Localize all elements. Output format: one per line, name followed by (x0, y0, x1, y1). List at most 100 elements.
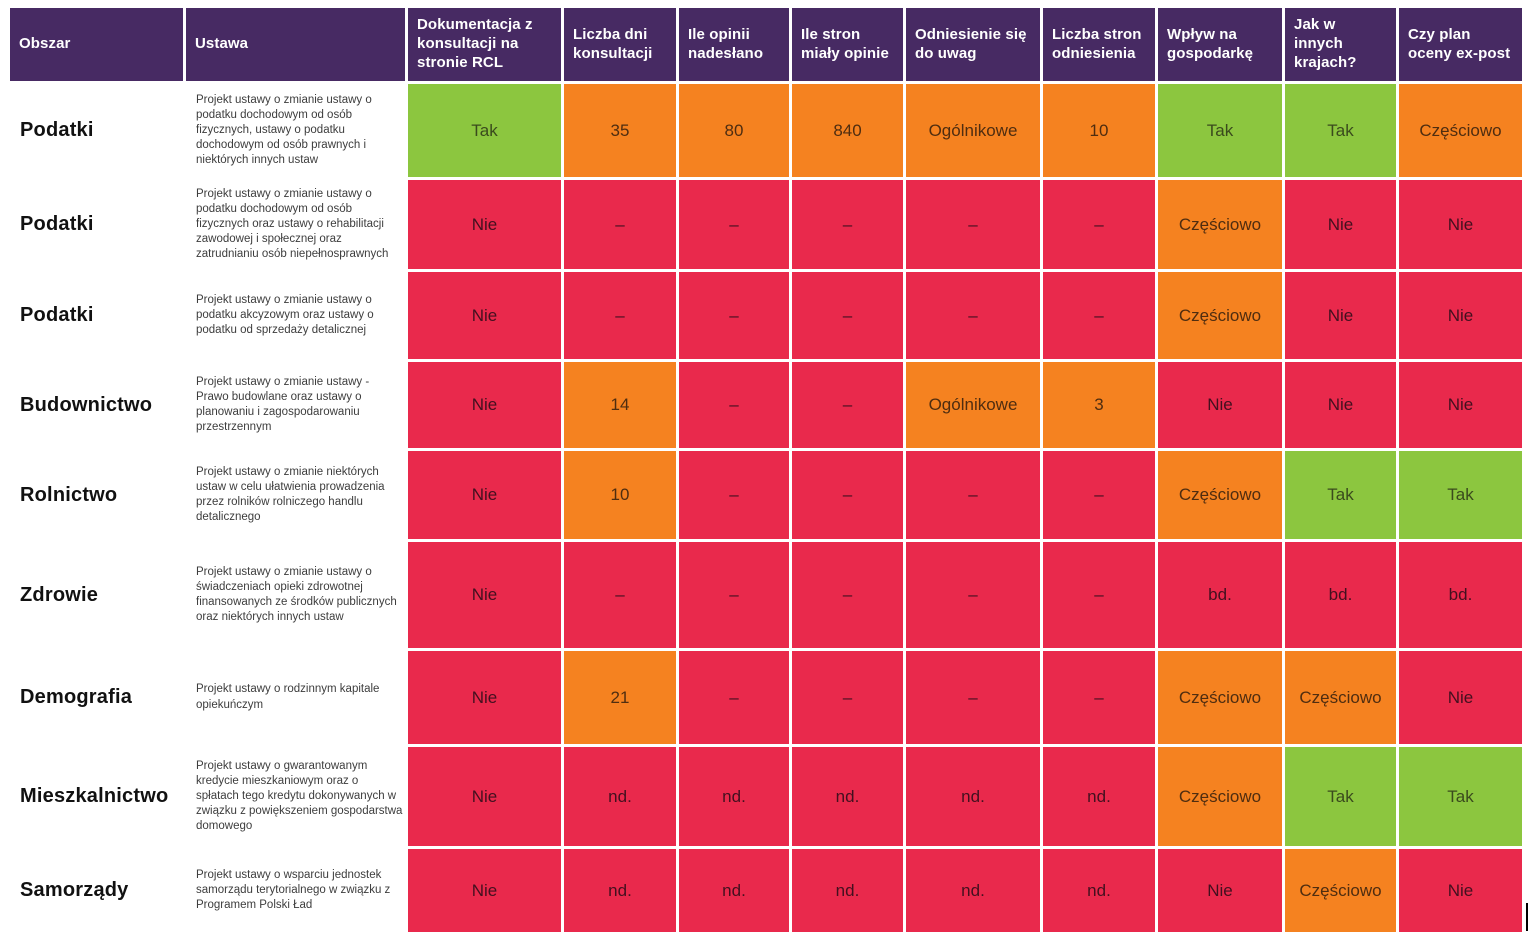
value-cell: 14 (564, 362, 676, 448)
column-header: Liczba dni konsultacji (564, 8, 676, 81)
value-cell: Częściowo (1158, 180, 1282, 269)
value-cell: Nie (1158, 849, 1282, 932)
ustawa-cell: Projekt ustawy o wsparciu jednostek samo… (186, 849, 405, 932)
value-cell: Nie (1285, 180, 1396, 269)
value-cell: Nie (1399, 180, 1522, 269)
obszar-cell: Podatki (10, 180, 183, 269)
table-row: Rolnictwo Projekt ustawy o zmianie niektó… (10, 451, 1522, 539)
value-cell: – (679, 451, 789, 539)
value-cell: nd. (906, 849, 1040, 932)
value-cell: 840 (792, 84, 903, 177)
value-cell: Tak (1285, 84, 1396, 177)
value-cell: Tak (1285, 451, 1396, 539)
value-cell: – (679, 362, 789, 448)
value-cell: – (906, 651, 1040, 744)
value-cell: Nie (408, 272, 561, 359)
value-cell: – (564, 272, 676, 359)
value-cell: bd. (1158, 542, 1282, 648)
ustawa-cell: Projekt ustawy o zmianie niektórych usta… (186, 451, 405, 539)
ustawa-cell: Projekt ustawy o zmianie ustawy o podatk… (186, 272, 405, 359)
value-cell: – (792, 362, 903, 448)
table-row: Mieszkalnictwo Projekt ustawy o gwarantow… (10, 747, 1522, 846)
obszar-cell: Demografia (10, 651, 183, 744)
value-cell: Częściowo (1285, 651, 1396, 744)
value-cell: nd. (906, 747, 1040, 846)
obszar-cell: Mieszkalnictwo (10, 747, 183, 846)
value-cell: – (679, 180, 789, 269)
value-cell: Częściowo (1158, 451, 1282, 539)
obszar-cell: Budownictwo (10, 362, 183, 448)
value-cell: nd. (564, 747, 676, 846)
column-header: Czy plan oceny ex-post (1399, 8, 1522, 81)
table-body: Podatki Projekt ustawy o zmianie ustawy o… (10, 84, 1522, 932)
value-cell: – (906, 272, 1040, 359)
column-header: Ile opinii nadesłano (679, 8, 789, 81)
value-cell: nd. (1043, 849, 1155, 932)
value-cell: Nie (408, 747, 561, 846)
value-cell: Tak (1158, 84, 1282, 177)
value-cell: – (679, 272, 789, 359)
column-header: Ustawa (186, 8, 405, 81)
value-cell: 10 (1043, 84, 1155, 177)
value-cell: Częściowo (1158, 747, 1282, 846)
column-header: Obszar (10, 8, 183, 81)
table-row: Samorządy Projekt ustawy o wsparciu jedno… (10, 849, 1522, 932)
value-cell: Nie (1399, 849, 1522, 932)
value-cell: Tak (1285, 747, 1396, 846)
value-cell: – (564, 542, 676, 648)
obszar-cell: Rolnictwo (10, 451, 183, 539)
ustawa-cell: Projekt ustawy o zmianie ustawy o podatk… (186, 84, 405, 177)
value-cell: Tak (1399, 451, 1522, 539)
value-cell: Nie (408, 451, 561, 539)
column-header: Ile stron miały opinie (792, 8, 903, 81)
ustawa-cell: Projekt ustawy o gwarantowanym kredycie … (186, 747, 405, 846)
value-cell: Nie (408, 651, 561, 744)
obszar-cell: Samorządy (10, 849, 183, 932)
table-row: Podatki Projekt ustawy o zmianie ustawy o… (10, 180, 1522, 269)
obszar-cell: Zdrowie (10, 542, 183, 648)
value-cell: Nie (408, 180, 561, 269)
value-cell: Nie (1399, 272, 1522, 359)
value-cell: – (792, 180, 903, 269)
value-cell: bd. (1285, 542, 1396, 648)
value-cell: Nie (408, 362, 561, 448)
header-row: Obszar Ustawa Dokumentacja z konsultacji n… (10, 8, 1522, 81)
value-cell: Nie (1158, 362, 1282, 448)
table-row: Demografia Projekt ustawy o rodzinnym kap… (10, 651, 1522, 744)
value-cell: – (679, 651, 789, 744)
value-cell: Tak (1399, 747, 1522, 846)
value-cell: – (906, 542, 1040, 648)
value-cell: nd. (792, 849, 903, 932)
value-cell: Ogólnikowe (906, 362, 1040, 448)
value-cell: 35 (564, 84, 676, 177)
value-cell: – (679, 542, 789, 648)
value-cell: Częściowo (1158, 272, 1282, 359)
value-cell: – (1043, 272, 1155, 359)
table-row: Zdrowie Projekt ustawy o zmianie ustawy o… (10, 542, 1522, 648)
ustawa-cell: Projekt ustawy o rodzinnym kapitale opie… (186, 651, 405, 744)
value-cell: 3 (1043, 362, 1155, 448)
value-cell: nd. (1043, 747, 1155, 846)
table-row: Podatki Projekt ustawy o zmianie ustawy o… (10, 272, 1522, 359)
value-cell: Nie (1285, 272, 1396, 359)
value-cell: Nie (1399, 651, 1522, 744)
value-cell: Nie (1399, 362, 1522, 448)
column-header: Jak w innych krajach? (1285, 8, 1396, 81)
value-cell: – (792, 451, 903, 539)
value-cell: nd. (564, 849, 676, 932)
value-cell: Częściowo (1399, 84, 1522, 177)
column-header: Odniesienie się do uwag (906, 8, 1040, 81)
value-cell: 10 (564, 451, 676, 539)
column-header: Liczba stron odniesienia (1043, 8, 1155, 81)
value-cell: – (906, 180, 1040, 269)
value-cell: – (792, 651, 903, 744)
value-cell: – (1043, 180, 1155, 269)
value-cell: – (1043, 651, 1155, 744)
column-header: Dokumentacja z konsultacji na stronie RC… (408, 8, 561, 81)
value-cell: – (1043, 542, 1155, 648)
assessment-table: Obszar Ustawa Dokumentacja z konsultacji n… (10, 8, 1522, 935)
obszar-cell: Podatki (10, 84, 183, 177)
value-cell: Ogólnikowe (906, 84, 1040, 177)
vertical-edge-line (1526, 903, 1528, 931)
ustawa-cell: Projekt ustawy o zmianie ustawy o podatk… (186, 180, 405, 269)
